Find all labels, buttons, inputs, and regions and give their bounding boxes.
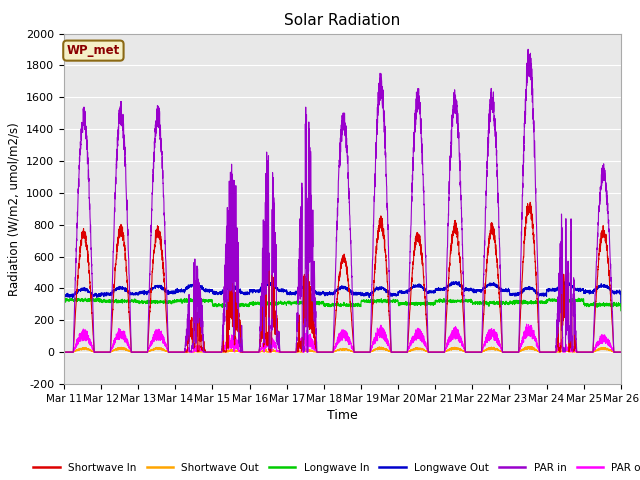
PAR in (322, 349, 330, 355)
PAR in (60, 349, 68, 355)
Title: Solar Radiation: Solar Radiation (284, 13, 401, 28)
Line: Longwave Out: Longwave Out (64, 282, 621, 303)
Shortwave Out (526, 344, 534, 349)
Y-axis label: Radiation (W/m2, umol/m2/s): Radiation (W/m2, umol/m2/s) (8, 122, 20, 296)
Shortwave In (499, 349, 506, 355)
PAR in (499, 349, 506, 355)
Legend: Shortwave In, Shortwave Out, Longwave In, Longwave Out, PAR in, PAR out: Shortwave In, Shortwave Out, Longwave In… (29, 458, 640, 477)
Line: Shortwave Out: Shortwave Out (64, 347, 621, 352)
Longwave In (467, 297, 475, 302)
Longwave In (617, 308, 625, 313)
Longwave In (616, 302, 624, 308)
PAR out (499, 349, 506, 355)
Longwave Out (160, 287, 168, 293)
Longwave In (161, 299, 168, 305)
Line: PAR in: PAR in (64, 49, 621, 352)
PAR out (617, 349, 625, 355)
PAR in (160, 212, 168, 218)
Shortwave Out (436, 349, 444, 355)
Shortwave Out (499, 349, 506, 355)
PAR out (60, 349, 68, 355)
Shortwave In (616, 349, 624, 355)
Shortwave In (617, 349, 625, 355)
Shortwave In (526, 200, 534, 205)
Longwave Out (499, 288, 507, 294)
Shortwave Out (60, 349, 68, 355)
Shortwave In (160, 279, 168, 285)
Shortwave In (60, 349, 68, 355)
Longwave Out (616, 289, 624, 295)
Shortwave In (467, 349, 475, 355)
PAR out (322, 349, 330, 355)
PAR out (160, 337, 168, 343)
X-axis label: Time: Time (327, 409, 358, 422)
Shortwave Out (160, 348, 168, 354)
Shortwave Out (617, 349, 625, 355)
Longwave Out (455, 279, 463, 285)
PAR in (436, 349, 444, 355)
PAR out (616, 349, 624, 355)
PAR in (617, 349, 625, 355)
Shortwave In (436, 349, 444, 355)
Longwave In (436, 299, 444, 304)
Line: Longwave In: Longwave In (64, 298, 621, 311)
Longwave In (60, 298, 68, 303)
Shortwave Out (467, 349, 475, 355)
PAR in (616, 349, 624, 355)
PAR out (436, 349, 444, 355)
Line: Shortwave In: Shortwave In (64, 203, 621, 352)
Longwave In (499, 300, 507, 306)
Line: PAR out: PAR out (64, 324, 621, 352)
Text: WP_met: WP_met (67, 44, 120, 57)
PAR out (523, 321, 531, 327)
Longwave Out (436, 288, 444, 293)
PAR in (524, 47, 532, 52)
Longwave Out (467, 287, 475, 292)
Longwave In (95, 295, 102, 301)
Shortwave Out (616, 349, 624, 355)
Shortwave In (322, 349, 330, 355)
PAR out (467, 349, 475, 355)
Longwave Out (617, 300, 625, 306)
Longwave Out (60, 293, 68, 299)
PAR in (467, 349, 475, 355)
Longwave In (322, 302, 330, 308)
Longwave Out (322, 290, 330, 296)
Shortwave Out (322, 349, 330, 355)
